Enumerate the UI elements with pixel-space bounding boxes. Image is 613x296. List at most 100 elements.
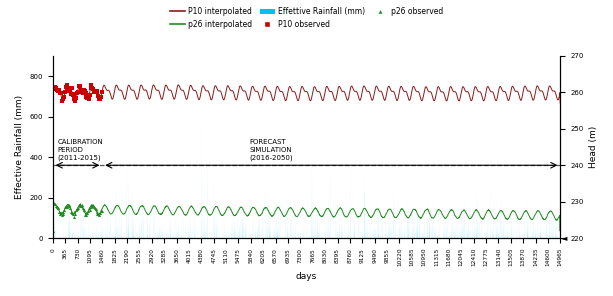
- Point: [55, 212, 65, 217]
- Point: [80, 211, 90, 215]
- Point: [85, 93, 94, 97]
- Point: [86, 205, 96, 210]
- Point: [68, 92, 78, 97]
- Point: [53, 205, 63, 210]
- Point: [71, 95, 81, 100]
- Point: [59, 94, 69, 99]
- Point: [58, 211, 67, 216]
- Point: [79, 88, 89, 92]
- Point: [89, 205, 99, 209]
- Point: [88, 85, 97, 90]
- Point: [89, 90, 99, 95]
- X-axis label: days: days: [296, 272, 317, 281]
- Point: [80, 213, 89, 217]
- Point: [70, 211, 80, 216]
- Point: [86, 83, 96, 87]
- Point: [91, 207, 101, 211]
- Point: [69, 92, 78, 97]
- Point: [84, 96, 94, 101]
- Point: [94, 213, 104, 217]
- Point: [68, 212, 78, 216]
- Point: [74, 202, 83, 207]
- Point: [97, 90, 107, 94]
- Point: [53, 89, 63, 93]
- Point: [58, 97, 67, 102]
- Point: [66, 91, 76, 96]
- Point: [91, 90, 101, 94]
- Point: [90, 205, 100, 210]
- Point: [94, 96, 104, 101]
- Point: [70, 99, 80, 104]
- Point: [93, 212, 102, 216]
- Point: [55, 88, 64, 92]
- Point: [85, 207, 94, 212]
- Point: [77, 204, 86, 209]
- Point: [91, 89, 101, 94]
- Point: [61, 204, 71, 208]
- Point: [79, 207, 89, 212]
- Point: [71, 208, 81, 213]
- Point: [88, 202, 98, 207]
- Point: [66, 87, 75, 92]
- Point: [96, 94, 105, 99]
- Point: [59, 207, 69, 212]
- Point: [70, 210, 80, 215]
- Point: [74, 83, 83, 88]
- Point: [86, 85, 96, 90]
- Point: [64, 204, 74, 209]
- Point: [78, 206, 88, 211]
- Point: [57, 213, 67, 218]
- Point: [93, 212, 103, 216]
- Point: [55, 90, 65, 95]
- Point: [56, 91, 66, 96]
- Point: [83, 95, 93, 100]
- Point: [59, 210, 69, 215]
- Point: [51, 86, 61, 90]
- Point: [62, 204, 72, 209]
- Point: [91, 209, 101, 214]
- Point: [60, 205, 70, 209]
- Point: [63, 87, 72, 92]
- Point: [82, 96, 92, 101]
- Point: [66, 209, 76, 214]
- Point: [59, 96, 69, 101]
- Point: [50, 85, 60, 89]
- Point: [82, 211, 92, 215]
- Point: [77, 203, 87, 208]
- Point: [75, 84, 85, 89]
- Legend: P10 interpolated, p26 interpolated, Effettive Rainfall (mm), P10 observed, p26 o: P10 interpolated, p26 interpolated, Effe…: [167, 4, 446, 32]
- Point: [49, 85, 59, 90]
- Point: [75, 202, 85, 207]
- Point: [83, 209, 93, 213]
- Point: [63, 203, 72, 207]
- Point: [64, 86, 74, 91]
- Point: [90, 89, 100, 94]
- Point: [64, 89, 74, 94]
- Y-axis label: Head (m): Head (m): [589, 126, 598, 168]
- Point: [73, 89, 83, 94]
- Text: ◄: ◄: [562, 234, 568, 242]
- Point: [48, 86, 58, 91]
- Point: [77, 89, 87, 94]
- Point: [51, 87, 61, 92]
- Point: [82, 94, 91, 99]
- Point: [93, 93, 103, 98]
- Point: [72, 90, 82, 95]
- Point: [69, 215, 78, 219]
- Point: [53, 89, 63, 94]
- Point: [67, 86, 77, 90]
- Point: [84, 206, 94, 211]
- Point: [60, 89, 70, 94]
- Point: [67, 211, 77, 215]
- Point: [72, 206, 82, 211]
- Point: [97, 208, 107, 213]
- Point: [82, 213, 91, 218]
- Point: [51, 205, 61, 210]
- Point: [86, 203, 96, 208]
- Point: [95, 97, 105, 102]
- Point: [96, 208, 105, 213]
- Text: FORECAST
SIMULATION
(2016-2050): FORECAST SIMULATION (2016-2050): [249, 139, 293, 161]
- Point: [56, 211, 66, 215]
- Point: [53, 205, 63, 210]
- Point: [48, 229, 58, 234]
